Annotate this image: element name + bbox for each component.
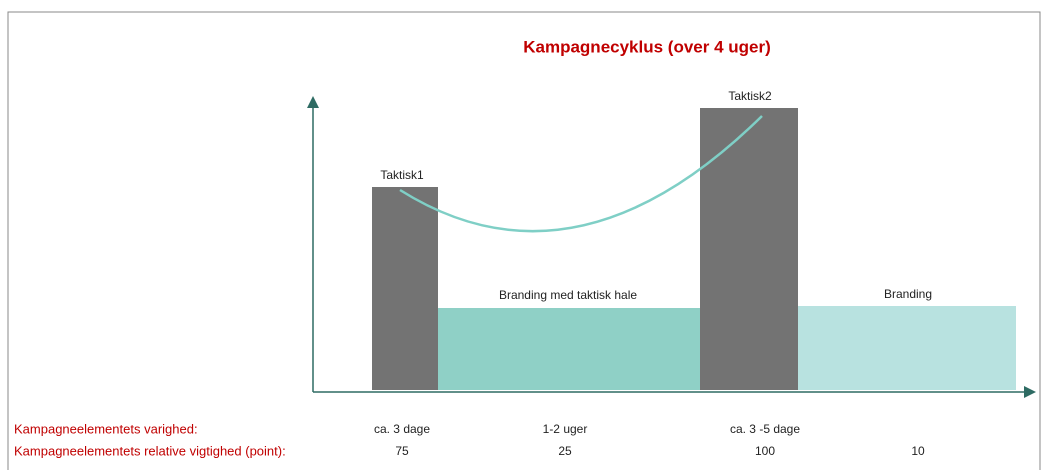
row-label: Kampagneelementets varighed: (14, 421, 198, 436)
importance: 100 (755, 444, 775, 458)
duration: ca. 3 dage (374, 422, 430, 436)
duration: ca. 3 -5 dage (730, 422, 800, 436)
block-label: Taktisk2 (728, 89, 772, 103)
block-label: Branding med taktisk hale (499, 288, 637, 302)
curve (399, 115, 763, 233)
block (438, 308, 700, 390)
block (700, 108, 798, 390)
importance: 10 (911, 444, 925, 458)
title: Kampagnecyklus (over 4 uger) (523, 37, 771, 56)
block (372, 187, 438, 390)
block (798, 306, 1016, 390)
importance: 75 (395, 444, 409, 458)
frame (7, 11, 1041, 470)
block-label: Taktisk1 (380, 168, 424, 182)
row-label: Kampagneelementets relative vigtighed (p… (14, 443, 286, 458)
duration: 1-2 uger (543, 422, 588, 436)
importance: 25 (558, 444, 572, 458)
block-label: Branding (884, 287, 932, 301)
